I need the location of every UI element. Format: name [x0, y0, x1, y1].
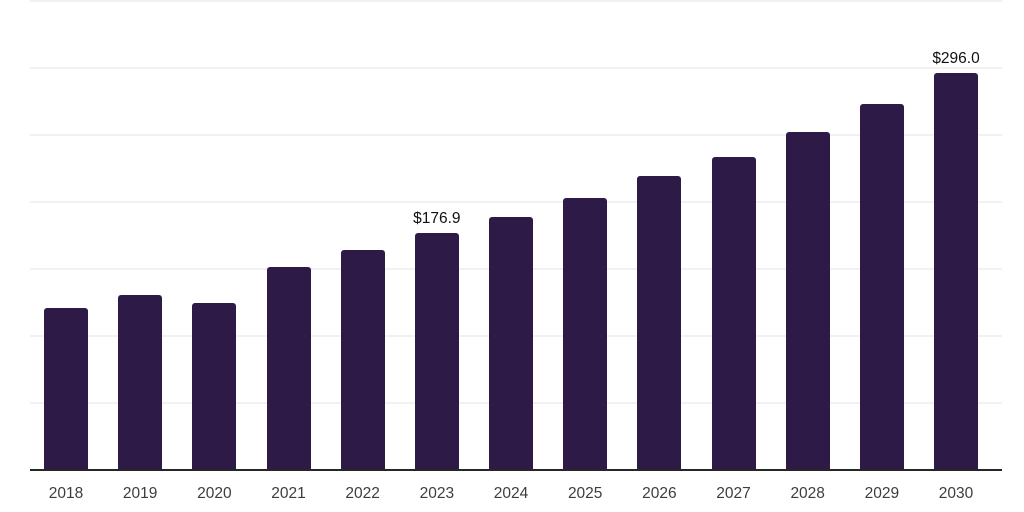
x-label-2023: 2023 [419, 485, 455, 502]
x-label-2028: 2028 [790, 485, 825, 502]
gridline-300 [30, 67, 1002, 69]
bar-2030[interactable] [934, 73, 979, 471]
bar-2022[interactable] [340, 250, 385, 471]
x-label-2021: 2021 [271, 485, 306, 502]
x-label-2019: 2019 [122, 485, 158, 502]
bar-2027[interactable] [711, 157, 756, 471]
bar-2028[interactable] [785, 132, 830, 471]
bar-2023[interactable] [414, 232, 459, 471]
data-label-2030: $296.0 [932, 50, 980, 68]
x-label-2025: 2025 [567, 485, 603, 502]
bar-2018[interactable] [44, 308, 88, 471]
gridline-200 [30, 201, 1002, 203]
x-label-2020: 2020 [197, 485, 232, 502]
x-label-2029: 2029 [864, 485, 900, 502]
x-label-2018: 2018 [48, 485, 84, 502]
x-label-2027: 2027 [716, 485, 751, 502]
bar-2029[interactable] [859, 104, 904, 471]
bar-2021[interactable] [266, 267, 311, 471]
bar-2026[interactable] [637, 176, 682, 471]
bar-2020[interactable] [192, 303, 237, 471]
x-label-2022: 2022 [345, 485, 380, 502]
bar-2024[interactable] [489, 216, 534, 471]
x-label-2030: 2030 [938, 485, 974, 502]
gridline-250 [30, 134, 1002, 136]
data-label-2023: $176.9 [413, 209, 461, 227]
bar-2025[interactable] [563, 197, 608, 471]
gridline-350 [30, 0, 1002, 2]
bar-2019[interactable] [118, 295, 163, 471]
x-label-2026: 2026 [642, 485, 677, 502]
x-label-2024: 2024 [493, 485, 529, 502]
x-axis-line [30, 469, 1002, 471]
